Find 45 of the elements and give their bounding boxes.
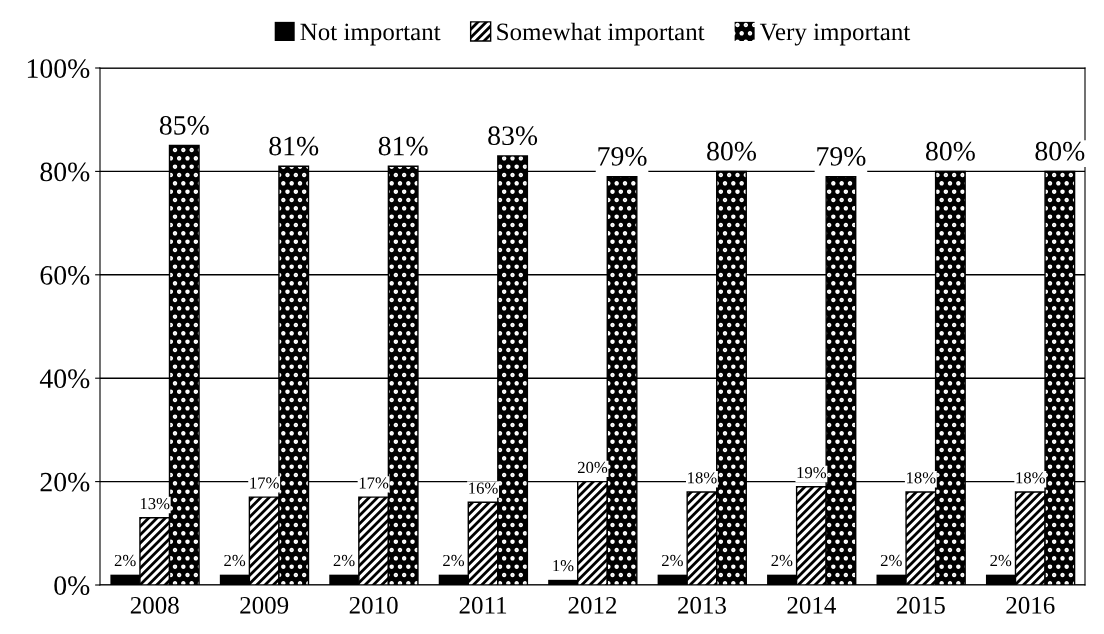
legend-label: Somewhat important [497, 22, 705, 46]
data-label: 18% [688, 472, 717, 484]
data-label: 81% [378, 136, 428, 156]
data-label: 2% [114, 554, 136, 567]
data-label: 2% [880, 554, 902, 567]
data-label: 2% [224, 554, 246, 567]
y-tick-label: 0% [54, 576, 90, 595]
y-tick-label: 80% [40, 162, 90, 182]
data-label: 79% [817, 147, 866, 166]
data-label: 17% [359, 477, 389, 489]
data-label: 16% [469, 482, 498, 494]
x-tick-label: 2014 [787, 596, 836, 614]
data-label: 2% [990, 554, 1012, 567]
y-tick-label: 20% [40, 472, 90, 492]
y-tick-label: 60% [40, 265, 90, 285]
x-tick-label: 2013 [678, 596, 726, 614]
data-label: 2% [333, 554, 355, 567]
legend-label: Not important [300, 23, 441, 46]
data-label: 79% [598, 147, 647, 166]
data-label: 19% [797, 466, 827, 479]
data-label: 18% [907, 472, 936, 484]
x-tick-label: 2016 [1006, 596, 1055, 614]
x-tick-label: 2015 [896, 596, 945, 614]
data-label: 83% [488, 126, 538, 146]
data-label: 85% [159, 115, 209, 135]
data-label: 80% [1035, 141, 1085, 161]
x-tick-label: 2009 [240, 596, 289, 614]
data-label: 2% [662, 554, 683, 567]
data-label: 18% [1016, 472, 1045, 484]
x-tick-label: 2012 [568, 596, 617, 614]
x-tick-label: 2008 [130, 596, 179, 614]
x-tick-label: 2010 [349, 596, 398, 614]
data-label: 81% [269, 136, 319, 156]
legend-label: Very important [759, 23, 911, 46]
data-label: 2% [771, 554, 793, 567]
data-label: 80% [925, 141, 975, 161]
data-label: 13% [140, 497, 170, 510]
data-label: 80% [707, 141, 757, 161]
data-label: 17% [250, 477, 279, 489]
data-label: 20% [577, 461, 608, 474]
data-label: 1% [553, 560, 574, 572]
y-tick-label: 40% [39, 369, 90, 389]
y-tick-label: 100% [27, 59, 90, 78]
data-label: 2% [443, 554, 465, 567]
x-tick-label: 2011 [459, 596, 507, 614]
